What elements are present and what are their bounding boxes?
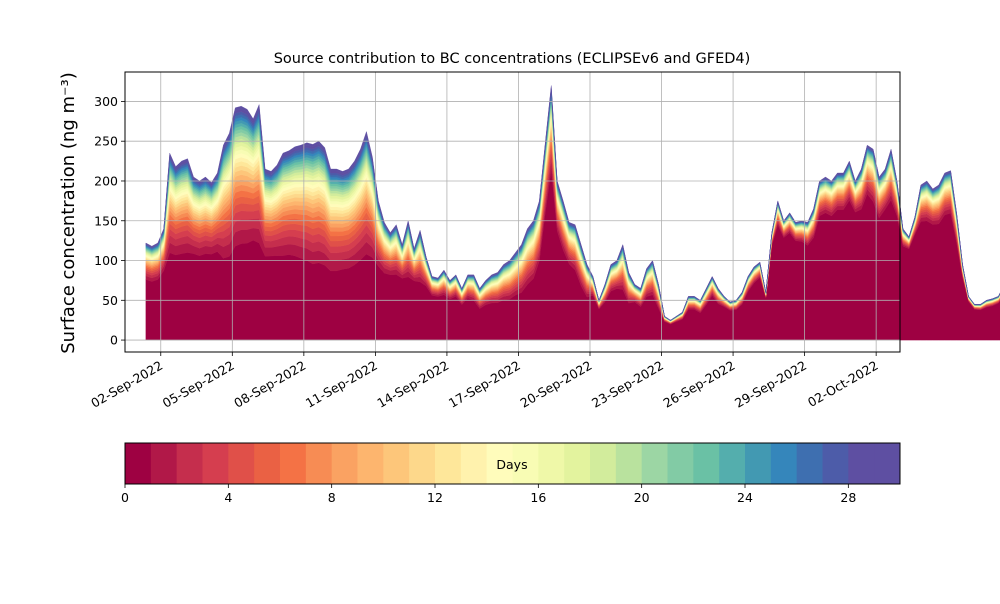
colorbar-segment	[460, 443, 488, 484]
colorbar-segment	[202, 443, 229, 484]
colorbar-tick-label: 12	[427, 490, 443, 505]
colorbar-segment	[486, 443, 513, 484]
x-axis: 02-Sep-202205-Sep-202208-Sep-202211-Sep-…	[88, 352, 881, 411]
colorbar-segment	[796, 443, 823, 484]
x-tick-label: 11-Sep-2022	[303, 358, 380, 411]
colorbar-segment	[280, 443, 307, 484]
chart-title: Source contribution to BC concentrations…	[274, 51, 751, 67]
colorbar-segment	[150, 443, 178, 484]
colorbar-tick-label: 28	[840, 490, 856, 505]
colorbar-segment	[383, 443, 410, 484]
grid-lines	[125, 72, 900, 352]
colorbar-segment	[538, 443, 565, 484]
x-tick-label: 02-Sep-2022	[88, 358, 165, 411]
colorbar-segment	[693, 443, 720, 484]
colorbar-segment	[305, 443, 333, 484]
colorbar: 0 4 8 12 16 20 24 28	[121, 443, 901, 505]
colorbar-tick-label: 8	[328, 490, 336, 505]
colorbar-tick-label: 20	[634, 490, 650, 505]
colorbar-segment	[228, 443, 255, 484]
colorbar-label: Days	[496, 457, 527, 472]
colorbar-segment	[719, 443, 746, 484]
plot-frame	[124, 71, 901, 353]
colorbar-segment	[564, 443, 591, 484]
colorbar-segment	[641, 443, 668, 484]
colorbar-segment	[512, 443, 539, 484]
x-tick-label: 23-Sep-2022	[589, 358, 666, 411]
x-tick-label: 08-Sep-2022	[231, 358, 308, 411]
colorbar-segment	[435, 443, 462, 484]
y-axis-label: Surface concentration (ng m⁻³)	[58, 72, 79, 354]
colorbar-segment	[667, 443, 694, 484]
area-layer-day-29	[145, 85, 1000, 321]
colorbar-segment	[125, 443, 152, 484]
colorbar-tick-label: 0	[121, 490, 129, 505]
y-tick-label: 300	[94, 94, 118, 109]
colorbar-tick-label: 4	[224, 490, 232, 505]
x-tick-label: 20-Sep-2022	[517, 358, 594, 411]
x-tick-label: 26-Sep-2022	[661, 358, 738, 411]
y-tick-label: 150	[94, 213, 118, 228]
colorbar-frame	[124, 442, 901, 485]
colorbar-segment	[745, 443, 772, 484]
colorbar-segment	[590, 443, 617, 484]
stacked-areas	[145, 85, 1000, 341]
colorbar-segment	[409, 443, 436, 484]
x-tick-label: 02-Oct-2022	[805, 358, 881, 410]
colorbar-segment	[770, 443, 798, 484]
y-tick-label: 50	[102, 293, 118, 308]
colorbar-segment	[176, 443, 203, 484]
y-tick-label: 100	[94, 253, 118, 268]
x-tick-label: 14-Sep-2022	[374, 358, 451, 411]
colorbar-segment	[848, 443, 875, 484]
colorbar-segment	[254, 443, 281, 484]
colorbar-tick-label: 24	[737, 490, 753, 505]
x-tick-label: 05-Sep-2022	[160, 358, 237, 411]
y-tick-label: 200	[94, 173, 118, 188]
colorbar-segment	[357, 443, 384, 484]
colorbar-segment	[822, 443, 849, 484]
x-tick-label: 17-Sep-2022	[446, 358, 523, 411]
colorbar-tick-label: 16	[530, 490, 546, 505]
y-tick-label: 250	[94, 134, 118, 149]
colorbar-segment	[331, 443, 358, 484]
x-tick-label: 29-Sep-2022	[732, 358, 809, 411]
y-axis: 0 50 100 150 200 250 300	[94, 94, 125, 348]
y-tick-label: 0	[110, 333, 118, 348]
colorbar-segment	[615, 443, 643, 484]
colorbar-segment	[874, 443, 901, 484]
